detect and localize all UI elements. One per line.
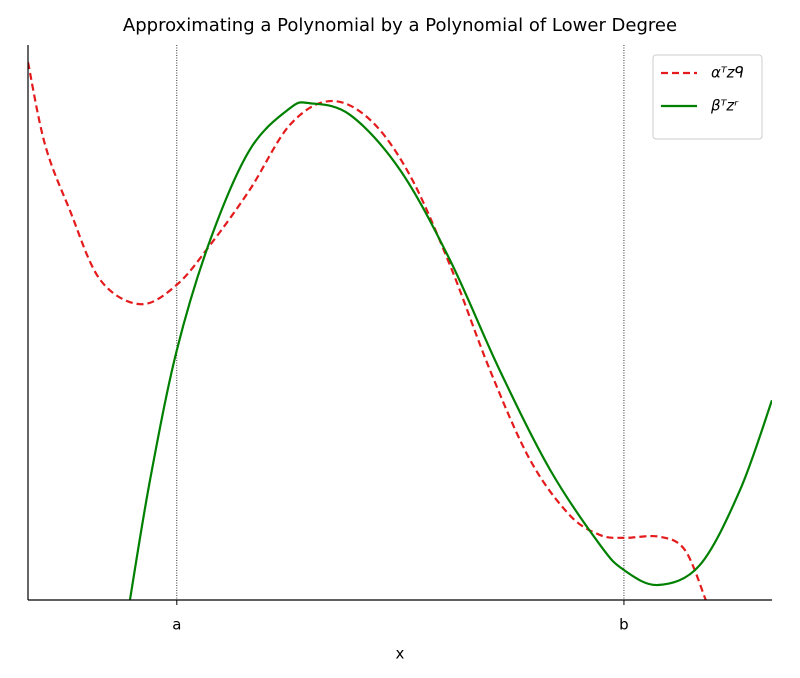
x-axis-label: x xyxy=(396,645,405,663)
legend-label: αᵀzᑫ xyxy=(711,64,744,82)
x-tick-label: a xyxy=(172,616,181,634)
series-line xyxy=(128,101,772,600)
legend-label: βᵀzʳ xyxy=(710,97,739,115)
series-line xyxy=(28,61,707,600)
chart-title: Approximating a Polynomial by a Polynomi… xyxy=(123,15,677,36)
legend-box xyxy=(652,54,763,140)
x-tick-label: b xyxy=(619,616,629,634)
